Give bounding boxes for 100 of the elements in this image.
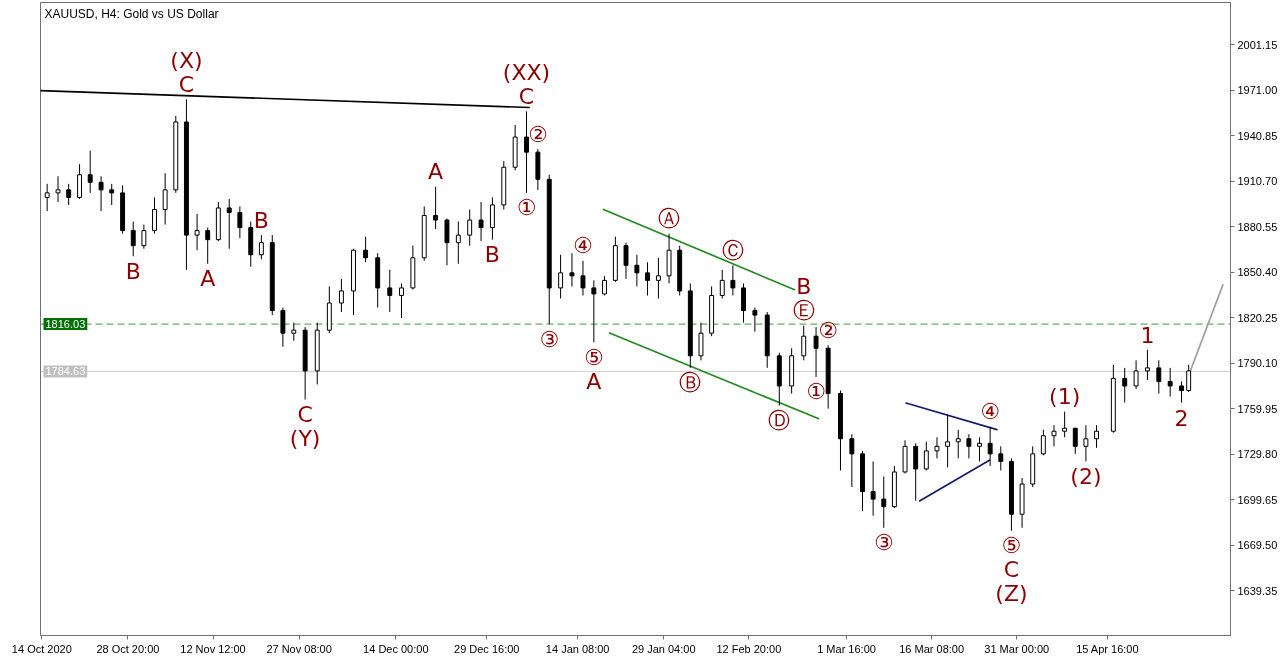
candlestick <box>719 269 725 299</box>
candlestick <box>634 254 640 287</box>
annotation: A <box>428 159 444 185</box>
candlestick <box>524 110 529 194</box>
x-tick-label: 27 Nov 08:00 <box>266 642 332 655</box>
candlestick <box>444 218 450 266</box>
y-tick-label: 1639.35 <box>1237 584 1278 597</box>
y-tick-label: 1669.50 <box>1237 539 1278 552</box>
annotation: B <box>484 242 500 268</box>
candlestick <box>1167 367 1173 398</box>
candlestick <box>152 196 157 235</box>
candlestick <box>752 307 758 333</box>
candlestick <box>1133 359 1139 390</box>
candlestick <box>55 175 61 203</box>
candlestick <box>109 183 115 206</box>
candlestick <box>966 433 972 459</box>
y-tick-label: 1759.95 <box>1237 402 1278 415</box>
x-tick-label: 12 Nov 12:00 <box>180 642 246 655</box>
candlestick <box>813 326 819 378</box>
annotation: Ⓒ <box>721 237 744 263</box>
annotation: ④ <box>980 399 1001 425</box>
annotation: C <box>297 402 313 428</box>
candlestick <box>591 279 597 343</box>
candlestick <box>455 221 461 265</box>
candlestick <box>730 264 736 296</box>
annotation: B <box>125 258 141 284</box>
annotation: Ⓔ <box>792 298 815 324</box>
candlestick <box>870 460 876 517</box>
annotation: Ⓐ <box>658 206 681 232</box>
annotation: ② <box>818 317 839 343</box>
candlestick <box>77 163 83 200</box>
y-tick-label: 1850.40 <box>1237 266 1278 279</box>
candlestick <box>698 322 704 361</box>
ref-line-label: 1816.03 <box>45 318 86 331</box>
candlestick <box>44 183 50 212</box>
candlestick <box>205 227 211 265</box>
candlestick <box>849 433 855 488</box>
candlestick <box>194 213 200 251</box>
candlestick <box>87 150 93 194</box>
candlestick <box>1179 380 1184 404</box>
annotation: (Y) <box>289 426 321 452</box>
annotation: C <box>178 71 195 97</box>
annotation: 1 <box>1140 322 1155 348</box>
candlestick <box>580 260 586 296</box>
candlestick <box>913 442 919 502</box>
candlestick <box>467 208 473 247</box>
candlestick <box>130 221 136 257</box>
annotation: (X) <box>170 47 203 73</box>
annotation: (Z) <box>995 581 1028 607</box>
candlestick <box>363 236 369 263</box>
candlestick <box>558 254 564 299</box>
y-tick-label: 2001.15 <box>1237 38 1278 51</box>
annotation: 2 <box>1174 405 1189 431</box>
candlestick <box>1083 424 1089 462</box>
x-tick-label: 31 Mar 00:00 <box>984 642 1050 655</box>
ref-line-label: 1784.63 <box>45 365 86 378</box>
annotation: ① <box>806 379 826 405</box>
candlestick <box>645 261 650 296</box>
annotation: ⑤ <box>583 344 604 370</box>
y-tick-label: 1880.55 <box>1237 220 1278 233</box>
candlestick <box>237 205 243 239</box>
candlestick <box>1156 359 1162 395</box>
x-tick-label: 29 Jan 04:00 <box>631 642 696 655</box>
candlestick <box>987 426 993 467</box>
annotation: A <box>586 368 602 394</box>
candlestick <box>741 282 746 324</box>
candlestick <box>280 307 286 348</box>
candlestick <box>1094 424 1100 449</box>
annotation: ② <box>528 121 548 147</box>
candlestick <box>489 196 495 241</box>
x-tick-label: 1 Mar 16:00 <box>817 642 876 655</box>
y-tick-label: 1790.10 <box>1237 357 1278 370</box>
x-tick-label: 28 Oct 20:00 <box>96 642 160 655</box>
x-tick-label: 14 Dec 00:00 <box>363 642 429 655</box>
candlestick <box>955 429 961 459</box>
candlestick <box>1072 427 1078 455</box>
annotation: B <box>796 274 812 300</box>
annotation: ④ <box>573 233 593 259</box>
annotation: ⑤ <box>1001 533 1022 559</box>
candlestick <box>338 278 344 313</box>
candlestick <box>291 322 297 342</box>
candlestick <box>1062 411 1068 438</box>
annotation: Ⓓ <box>768 408 791 434</box>
y-tick-label: 1910.70 <box>1237 175 1278 188</box>
candlestick <box>1040 429 1046 456</box>
candlestick <box>258 234 264 260</box>
y-tick-label: 1729.80 <box>1237 448 1278 461</box>
candlestick <box>478 201 484 242</box>
candlestick <box>162 172 168 226</box>
y-tick-label: 1820.25 <box>1237 311 1278 324</box>
y-tick-label: 1699.65 <box>1237 493 1278 506</box>
x-tick-label: 16 Mar 08:00 <box>899 642 965 655</box>
candlestick <box>399 282 404 319</box>
candlestick <box>1144 349 1150 381</box>
candlestick <box>998 445 1004 471</box>
annotation: C <box>518 83 535 109</box>
annotation: (1) <box>1049 384 1081 410</box>
annotation: (2) <box>1070 463 1102 489</box>
candlestick <box>923 441 929 471</box>
candlestick <box>98 175 104 212</box>
